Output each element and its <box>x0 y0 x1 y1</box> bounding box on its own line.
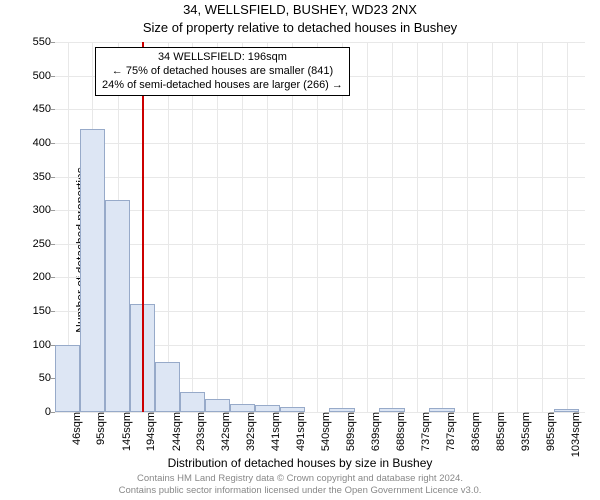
gridline-v <box>342 42 343 412</box>
histogram-bar <box>379 408 404 412</box>
gridline-v <box>168 42 169 412</box>
x-tick-label: 737sqm <box>417 412 432 451</box>
gridline-h <box>55 109 585 110</box>
gridline-v <box>467 42 468 412</box>
x-axis-label: Distribution of detached houses by size … <box>0 456 600 470</box>
reference-line <box>142 42 144 412</box>
y-tick-label: 50 <box>39 372 55 384</box>
y-tick-label: 100 <box>33 339 55 351</box>
gridline-v <box>542 42 543 412</box>
footer-line1: Contains HM Land Registry data © Crown c… <box>137 473 463 484</box>
gridline-v <box>367 42 368 412</box>
gridline-h <box>55 42 585 43</box>
y-tick-label: 550 <box>33 36 55 48</box>
gridline-v <box>267 42 268 412</box>
annotation-line2: ← 75% of detached houses are smaller (84… <box>102 65 343 79</box>
histogram-bar <box>80 129 105 412</box>
y-tick-label: 500 <box>33 70 55 82</box>
plot-area: 05010015020025030035040045050055046sqm95… <box>55 42 585 412</box>
x-tick-label: 935sqm <box>517 412 532 451</box>
x-tick-label: 787sqm <box>442 412 457 451</box>
chart-footer: Contains HM Land Registry data © Crown c… <box>0 473 600 496</box>
histogram-bar <box>105 200 130 412</box>
gridline-h <box>55 277 585 278</box>
x-tick-label: 589sqm <box>342 412 357 451</box>
y-tick-label: 200 <box>33 271 55 283</box>
x-tick-label: 639sqm <box>367 412 382 451</box>
x-tick-label: 95sqm <box>92 412 107 445</box>
histogram-bar <box>429 408 454 412</box>
x-tick-label: 392sqm <box>242 412 257 451</box>
x-tick-label: 244sqm <box>168 412 183 451</box>
histogram-bar <box>205 399 230 412</box>
gridline-v <box>492 42 493 412</box>
x-tick-label: 145sqm <box>118 412 133 451</box>
y-tick-label: 0 <box>45 406 55 418</box>
y-tick-label: 400 <box>33 137 55 149</box>
gridline-h <box>55 177 585 178</box>
x-tick-label: 46sqm <box>68 412 83 445</box>
x-tick-label: 688sqm <box>392 412 407 451</box>
x-tick-label: 441sqm <box>267 412 282 451</box>
gridline-v <box>392 42 393 412</box>
y-tick-label: 450 <box>33 103 55 115</box>
x-tick-label: 540sqm <box>317 412 332 451</box>
x-tick-label: 985sqm <box>542 412 557 451</box>
annotation-box: 34 WELLSFIELD: 196sqm← 75% of detached h… <box>95 47 350 96</box>
gridline-v <box>317 42 318 412</box>
gridline-v <box>192 42 193 412</box>
chart-container: 34, WELLSFIELD, BUSHEY, WD23 2NX Size of… <box>0 0 600 500</box>
annotation-line1: 34 WELLSFIELD: 196sqm <box>102 51 343 65</box>
y-tick-label: 150 <box>33 305 55 317</box>
y-tick-label: 350 <box>33 171 55 183</box>
histogram-bar <box>329 408 354 412</box>
histogram-bar <box>180 392 205 412</box>
x-tick-label: 293sqm <box>192 412 207 451</box>
chart-title-line2: Size of property relative to detached ho… <box>0 20 600 35</box>
x-tick-label: 1034sqm <box>567 412 582 457</box>
histogram-bar <box>554 409 579 412</box>
chart-title-line1: 34, WELLSFIELD, BUSHEY, WD23 2NX <box>0 2 600 17</box>
gridline-v <box>417 42 418 412</box>
histogram-bar <box>230 404 255 412</box>
footer-line2: Contains public sector information licen… <box>119 485 482 496</box>
gridline-h <box>55 143 585 144</box>
histogram-bar <box>55 345 80 412</box>
gridline-v <box>292 42 293 412</box>
x-tick-label: 836sqm <box>467 412 482 451</box>
x-tick-label: 491sqm <box>292 412 307 451</box>
x-tick-label: 194sqm <box>142 412 157 451</box>
x-tick-label: 885sqm <box>492 412 507 451</box>
gridline-h <box>55 244 585 245</box>
histogram-bar <box>255 405 280 412</box>
gridline-v <box>242 42 243 412</box>
y-tick-label: 300 <box>33 204 55 216</box>
histogram-bar <box>280 407 305 412</box>
histogram-bar <box>155 362 180 412</box>
y-tick-label: 250 <box>33 238 55 250</box>
annotation-line3: 24% of semi-detached houses are larger (… <box>102 79 343 93</box>
gridline-v <box>217 42 218 412</box>
gridline-h <box>55 210 585 211</box>
gridline-v <box>442 42 443 412</box>
x-tick-label: 342sqm <box>217 412 232 451</box>
gridline-v <box>567 42 568 412</box>
gridline-v <box>517 42 518 412</box>
